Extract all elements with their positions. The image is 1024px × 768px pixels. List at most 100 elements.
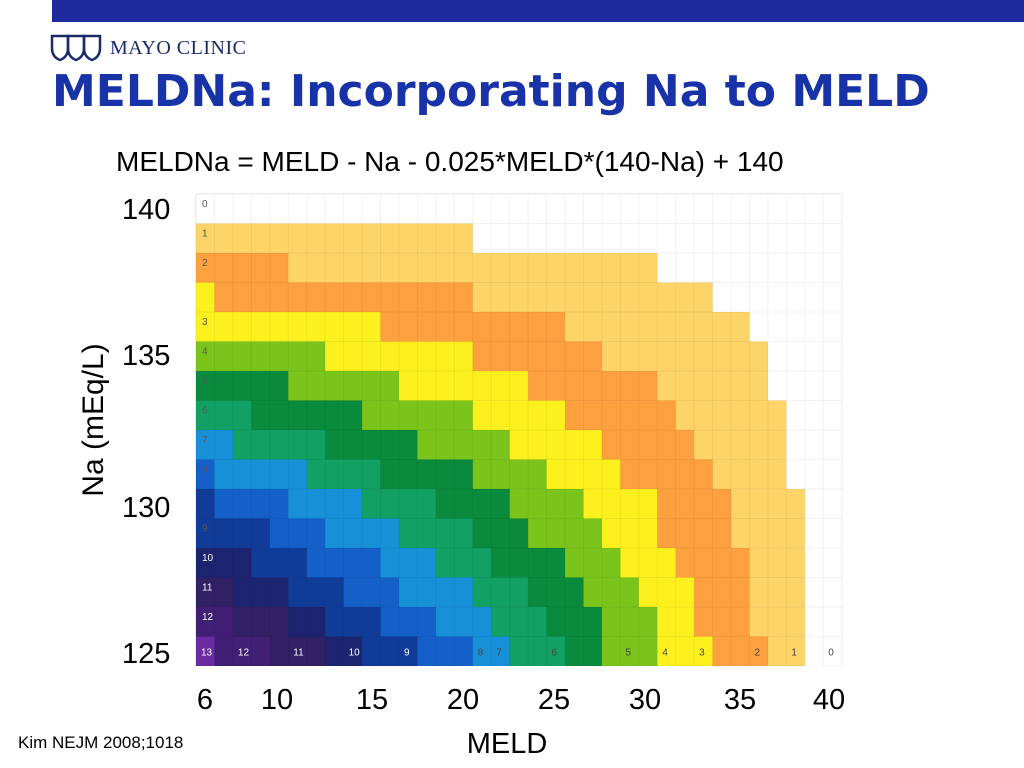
heatmap-cell: [325, 282, 344, 313]
heatmap-cell: [343, 459, 363, 490]
heatmap-cell: [694, 577, 713, 608]
heatmap-cell: [638, 253, 658, 283]
heatmap-cell: [214, 518, 234, 549]
heatmap-cell: [288, 282, 308, 313]
heatmap-cell: [288, 607, 308, 637]
heatmap-cell: [528, 459, 547, 490]
heatmap-cell: [657, 548, 677, 578]
heatmap-cell: [232, 223, 252, 254]
heatmap-cell: [620, 607, 640, 637]
heatmap-cell: [509, 341, 529, 372]
heatmap-cell: [712, 489, 732, 519]
heatmap-cell: [712, 194, 732, 224]
heatmap-cell: [269, 194, 289, 224]
heatmap-cell: [638, 577, 658, 608]
heatmap-cell: [694, 489, 713, 519]
bottom-value-label: 4: [662, 648, 668, 659]
heatmap-cell: [767, 341, 787, 372]
y-tick-label: 140: [122, 194, 171, 226]
slide-title: MELDNa: Incorporating Na to MELD: [52, 66, 930, 117]
heatmap-cell: [546, 400, 566, 431]
heatmap-cell: [509, 607, 529, 637]
heatmap-cell: [288, 518, 308, 549]
heatmap-cell: [343, 223, 363, 254]
heatmap-cell: [546, 371, 566, 401]
heatmap-cell: [509, 371, 529, 401]
heatmap-cell: [214, 430, 234, 460]
heatmap-cell: [638, 548, 658, 578]
heatmap-cell: [528, 341, 547, 372]
heatmap-cell: [749, 312, 769, 342]
heatmap-cell: [398, 282, 418, 313]
heatmap-cell: [823, 223, 843, 254]
heatmap-cell: [232, 577, 252, 608]
heatmap-cell: [546, 459, 566, 490]
heatmap-cell: [749, 400, 769, 431]
heatmap-cell: [325, 253, 344, 283]
heatmap-cell: [786, 489, 806, 519]
heatmap-cell: [620, 341, 640, 372]
heatmap-cell: [694, 223, 713, 254]
heatmap-cell: [196, 518, 215, 549]
heatmap-cell: [491, 312, 511, 342]
heatmap-cell: [804, 253, 824, 283]
heatmap-cell: [638, 430, 658, 460]
heatmap-cell: [565, 518, 584, 549]
heatmap-cell: [823, 636, 843, 666]
heatmap-cell: [804, 371, 824, 401]
heatmap-cell: [417, 518, 437, 549]
heatmap-cell: [214, 341, 234, 372]
heatmap-cell: [214, 577, 234, 608]
heatmap-cell: [398, 607, 418, 637]
heatmap-cell: [472, 223, 492, 254]
heatmap-cell: [620, 194, 640, 224]
heatmap-cell: [694, 430, 713, 460]
heatmap-cell: [509, 253, 529, 283]
heatmap-cell: [491, 223, 511, 254]
heatmap-cell: [528, 400, 547, 431]
heatmap-cell: [343, 577, 363, 608]
heatmap-cell: [731, 282, 750, 313]
heatmap-cell: [417, 194, 437, 224]
heatmap-cell: [454, 489, 474, 519]
heatmap-cell: [583, 577, 603, 608]
heatmap-cell: [472, 518, 492, 549]
heatmap-cell: [767, 253, 787, 283]
heatmap-cell: [417, 636, 437, 666]
heatmap-cell: [380, 548, 400, 578]
heatmap-cell: [325, 489, 344, 519]
heatmap-cell: [509, 636, 529, 666]
heatmap-cell: [528, 312, 547, 342]
heatmap-cell: [601, 577, 621, 608]
heatmap-cell: [731, 341, 750, 372]
heatmap-cell: [620, 223, 640, 254]
heatmap-cell: [509, 282, 529, 313]
heatmap-cell: [509, 548, 529, 578]
heatmap-cell: [509, 459, 529, 490]
heatmap-cell: [214, 459, 234, 490]
heatmap-cell: [565, 577, 584, 608]
heatmap-cell: [675, 459, 695, 490]
heatmap-cell: [417, 607, 437, 637]
heatmap-cell: [786, 253, 806, 283]
heatmap-cell: [620, 636, 640, 666]
heatmap-cell: [362, 282, 381, 313]
bottom-value-label: 10: [349, 648, 361, 659]
heatmap-cell: [196, 312, 215, 342]
heatmap-cell: [749, 577, 769, 608]
heatmap-cell: [251, 548, 271, 578]
heatmap-cell: [472, 636, 492, 666]
heatmap-cell: [786, 282, 806, 313]
heatmap-cell: [675, 223, 695, 254]
heatmap-cell: [509, 489, 529, 519]
heatmap-cell: [472, 253, 492, 283]
heatmap-cell: [196, 459, 215, 490]
heatmap-cell: [325, 607, 344, 637]
heatmap-cell: [638, 636, 658, 666]
heatmap-cell: [528, 430, 547, 460]
heatmap-cell: [454, 400, 474, 431]
heatmap-cell: [417, 282, 437, 313]
heatmap-cell: [528, 282, 547, 313]
heatmap-cell: [675, 430, 695, 460]
heatmap-cell: [380, 518, 400, 549]
